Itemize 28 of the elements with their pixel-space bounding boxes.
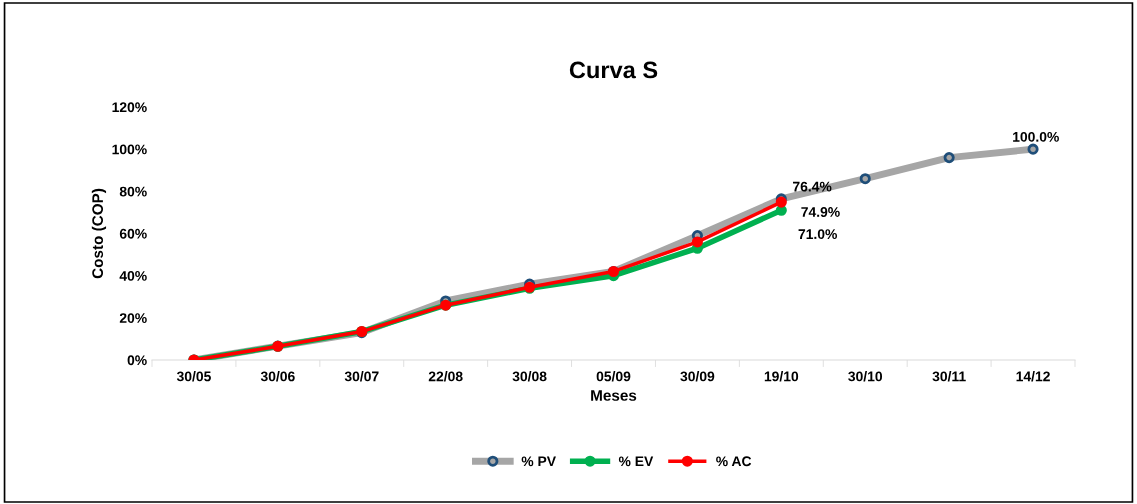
x-tick-label: 30/09 bbox=[680, 371, 715, 382]
x-tick-label: 30/08 bbox=[512, 371, 547, 382]
y-tick-label: 100% bbox=[112, 144, 147, 155]
chart-title: Curva S bbox=[569, 61, 658, 79]
legend-label: % PV bbox=[521, 456, 556, 467]
y-tick-label: 40% bbox=[119, 271, 147, 281]
x-tick-label: 30/06 bbox=[260, 371, 295, 382]
legend-label: % EV bbox=[618, 456, 654, 467]
legend-label: % AC bbox=[716, 456, 752, 467]
x-tick-label: 30/11 bbox=[932, 371, 966, 382]
x-tick-label: 14/12 bbox=[1016, 371, 1050, 382]
x-tick-label: 22/08 bbox=[428, 371, 463, 382]
data-label: 74.9% bbox=[801, 207, 840, 217]
x-tick-label: 30/10 bbox=[848, 371, 883, 382]
y-tick-label: 0% bbox=[127, 355, 147, 366]
x-axis-title: Meses bbox=[591, 390, 637, 401]
data-label: 76.4% bbox=[793, 181, 832, 192]
data-label: 71.0% bbox=[798, 229, 837, 240]
y-axis-title: Costo (COP) bbox=[91, 188, 107, 279]
y-tick-label: 20% bbox=[119, 313, 147, 323]
x-tick-label: 19/10 bbox=[764, 371, 799, 382]
y-tick-label: 60% bbox=[119, 228, 147, 239]
y-tick-label: 80% bbox=[119, 186, 147, 197]
x-tick-label: 30/05 bbox=[176, 371, 211, 382]
x-tick-label: 05/09 bbox=[596, 371, 631, 382]
y-tick-label: 120% bbox=[112, 102, 147, 113]
data-label: 100.0% bbox=[1013, 131, 1059, 142]
x-tick-label: 30/07 bbox=[344, 371, 379, 382]
